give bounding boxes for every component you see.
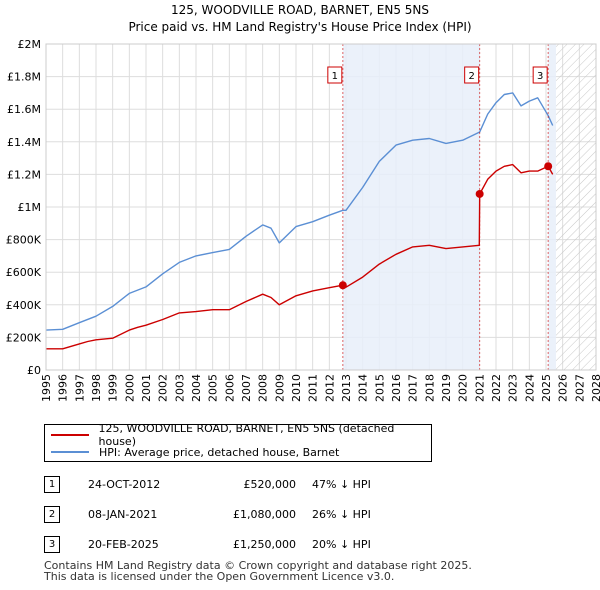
x-tick-label: 2003: [173, 374, 186, 402]
x-tick-label: 2001: [140, 374, 153, 402]
sales-table: 1 24-OCT-2012 £520,000 47% ↓ HPI 2 08-JA…: [44, 472, 564, 562]
x-tick-label: 2018: [423, 374, 436, 402]
legend-label-hpi: HPI: Average price, detached house, Barn…: [99, 445, 340, 459]
plot-border: [45, 43, 597, 371]
sale-date: 08-JAN-2021: [88, 508, 158, 521]
sale-point: [544, 162, 553, 171]
sale-row: 1 24-OCT-2012 £520,000 47% ↓ HPI: [44, 472, 564, 502]
y-tick-label: £1M: [18, 201, 42, 214]
x-tick-label: 2022: [490, 374, 503, 402]
y-tick-label: £400K: [6, 299, 42, 312]
x-tick-label: 1996: [57, 374, 70, 402]
y-tick-label: £200K: [6, 331, 42, 344]
x-tick-label: 2026: [557, 374, 570, 402]
x-tick-label: 2012: [323, 374, 336, 402]
legend-label-property: 125, WOODVILLE ROAD, BARNET, EN5 5NS (de…: [98, 422, 395, 448]
chart-title: 125, WOODVILLE ROAD, BARNET, EN5 5NS: [171, 3, 429, 17]
footer-line-1: Contains HM Land Registry data © Crown c…: [44, 559, 472, 572]
sale-hpi-diff: 26% ↓ HPI: [312, 508, 371, 521]
y-tick-label: £800K: [6, 234, 42, 247]
x-tick-label: 2025: [540, 374, 553, 402]
sale-row: 3 20-FEB-2025 £1,250,000 20% ↓ HPI: [44, 532, 564, 562]
x-tick-label: 2016: [390, 374, 403, 402]
sale-marker-label: 2: [468, 71, 474, 82]
sale-point: [338, 281, 347, 290]
sale-marker-label: 3: [537, 71, 543, 82]
legend-item-hpi: HPI: Average price, detached house, Barn…: [51, 444, 339, 460]
y-tick-label: £1.2M: [7, 168, 41, 181]
y-tick-label: £0: [27, 364, 41, 377]
sale-row: 2 08-JAN-2021 £1,080,000 26% ↓ HPI: [44, 502, 564, 532]
hpi-line: [45, 92, 554, 331]
x-tick-label: 2015: [373, 374, 386, 402]
sale-number-badge: 3: [44, 536, 60, 553]
x-tick-label: 2010: [290, 374, 303, 402]
x-tick-label: 2006: [223, 374, 236, 402]
x-tick-label: 2024: [523, 374, 536, 402]
x-tick-label: 2023: [507, 374, 520, 402]
legend-swatch-property: [51, 434, 89, 436]
sale-marker-box: [532, 66, 548, 84]
x-tick-label: 2014: [357, 374, 370, 402]
attribution-footer: Contains HM Land Registry data © Crown c…: [44, 560, 472, 582]
x-tick-label: 2020: [457, 374, 470, 402]
x-tick-label: 1995: [40, 374, 53, 402]
sale-marker-label: 1: [332, 71, 338, 82]
x-tick-label: 2007: [240, 374, 253, 402]
x-tick-label: 2009: [273, 374, 286, 402]
sale-hpi-diff: 20% ↓ HPI: [312, 538, 371, 551]
sale-marker-box: [464, 66, 480, 84]
sale-number-badge: 1: [44, 476, 60, 493]
chart-legend: 125, WOODVILLE ROAD, BARNET, EN5 5NS (de…: [44, 422, 432, 462]
x-tick-label: 2013: [340, 374, 353, 402]
sale-number-badge: 2: [44, 506, 60, 523]
x-tick-label: 1997: [73, 374, 86, 402]
footer-line-2: This data is licensed under the Open Gov…: [44, 570, 395, 583]
x-tick-label: 2019: [440, 374, 453, 402]
legend-item-property: 125, WOODVILLE ROAD, BARNET, EN5 5NS (de…: [51, 422, 431, 448]
sale-date: 20-FEB-2025: [88, 538, 159, 551]
sale-point: [475, 189, 484, 198]
y-tick-label: £1.4M: [7, 136, 41, 149]
x-tick-label: 2011: [307, 374, 320, 402]
legend-swatch-hpi: [51, 451, 89, 453]
sale-price: £1,080,000: [233, 508, 296, 521]
forecast-hatch: [556, 44, 596, 370]
x-tick-label: 2008: [257, 374, 270, 402]
y-tick-label: £600K: [6, 266, 42, 279]
property-price-line: [46, 163, 554, 350]
x-tick-label: 1998: [90, 374, 103, 402]
x-tick-label: 2028: [590, 374, 600, 402]
sale-date: 24-OCT-2012: [88, 478, 161, 491]
x-tick-label: 2002: [157, 374, 170, 402]
x-tick-label: 2021: [473, 374, 486, 402]
sale-price: £520,000: [243, 478, 297, 491]
y-tick-label: £1.6M: [7, 103, 41, 116]
chart-subtitle: Price paid vs. HM Land Registry's House …: [128, 20, 471, 34]
x-tick-label: 2004: [190, 374, 203, 402]
x-tick-label: 1999: [107, 374, 120, 402]
price-chart: 125, WOODVILLE ROAD, BARNET, EN5 5NS Pri…: [6, 3, 600, 402]
x-tick-label: 2027: [573, 374, 586, 402]
x-tick-label: 2017: [407, 374, 420, 402]
x-tick-label: 2000: [123, 374, 136, 402]
highlight-band: [548, 44, 556, 370]
y-tick-label: £2M: [18, 38, 42, 51]
highlight-band: [342, 44, 480, 370]
y-tick-label: £1.8M: [7, 71, 41, 84]
sale-price: £1,250,000: [233, 538, 296, 551]
sale-marker-box: [327, 66, 343, 84]
x-tick-label: 2005: [207, 374, 220, 402]
sale-hpi-diff: 47% ↓ HPI: [312, 478, 371, 491]
